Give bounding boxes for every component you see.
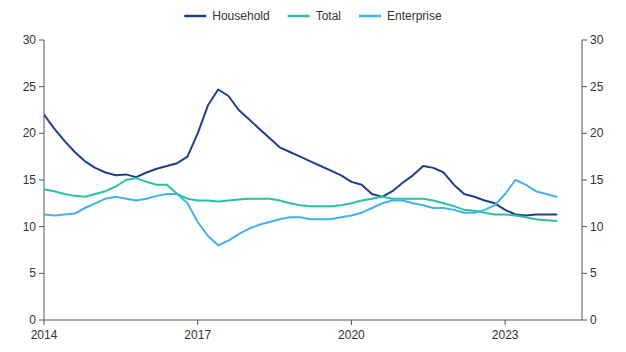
y2-tick [582, 133, 587, 134]
y2-tick [582, 320, 587, 321]
y-tick [39, 226, 44, 227]
chart: 2014 2017 2020 2023 0 5 10 15 20 25 30 0 5 10 15 20 25 30… [0, 0, 626, 352]
y2-tick-label: 0 [590, 313, 597, 327]
y2-tick [582, 40, 587, 41]
x-tick [44, 320, 45, 325]
series-line [44, 89, 556, 215]
plot-area [44, 89, 556, 245]
y2-tick-label: 30 [590, 33, 604, 47]
y2-tick [582, 273, 587, 274]
y-tick [39, 273, 44, 274]
x-axis-line [44, 320, 582, 321]
y-tick [39, 40, 44, 41]
y2-tick [582, 86, 587, 87]
legend-swatch [359, 15, 381, 18]
y2-tick-label: 5 [590, 266, 597, 280]
x-tick-label: 2014 [31, 328, 58, 342]
y-tick [39, 86, 44, 87]
y2-tick-label: 10 [590, 220, 604, 234]
series-line [44, 178, 556, 221]
legend: Household Total Enterprise [184, 9, 442, 23]
y2-tick [582, 226, 587, 227]
legend-label: Total [316, 9, 341, 23]
y-tick [39, 320, 44, 321]
y2-tick [582, 180, 587, 181]
x-tick-label: 2020 [338, 328, 365, 342]
y-tick [39, 180, 44, 181]
y-tick [39, 133, 44, 134]
y-tick-label: 0 [29, 313, 36, 327]
axes: 2014 2017 2020 2023 0 5 10 15 20 25 30 0 5 10 15 20 25 30 [23, 33, 604, 342]
x-tick-label: 2017 [184, 328, 211, 342]
y-tick-label: 25 [23, 80, 37, 94]
legend-label: Enterprise [387, 9, 442, 23]
legend-swatch [288, 15, 310, 18]
legend-label: Household [212, 9, 269, 23]
y2-tick-label: 15 [590, 173, 604, 187]
y2-tick-label: 25 [590, 80, 604, 94]
series-line [44, 180, 556, 245]
x-tick [351, 320, 352, 325]
y-tick-label: 30 [23, 33, 37, 47]
y-tick-label: 20 [23, 126, 37, 140]
x-tick-label: 2023 [492, 328, 519, 342]
y-tick-label: 15 [23, 173, 37, 187]
y2-tick-label: 20 [590, 126, 604, 140]
legend-swatch [184, 15, 206, 18]
x-tick [505, 320, 506, 325]
y-tick-label: 5 [29, 266, 36, 280]
y-tick-label: 10 [23, 220, 37, 234]
x-tick [197, 320, 198, 325]
